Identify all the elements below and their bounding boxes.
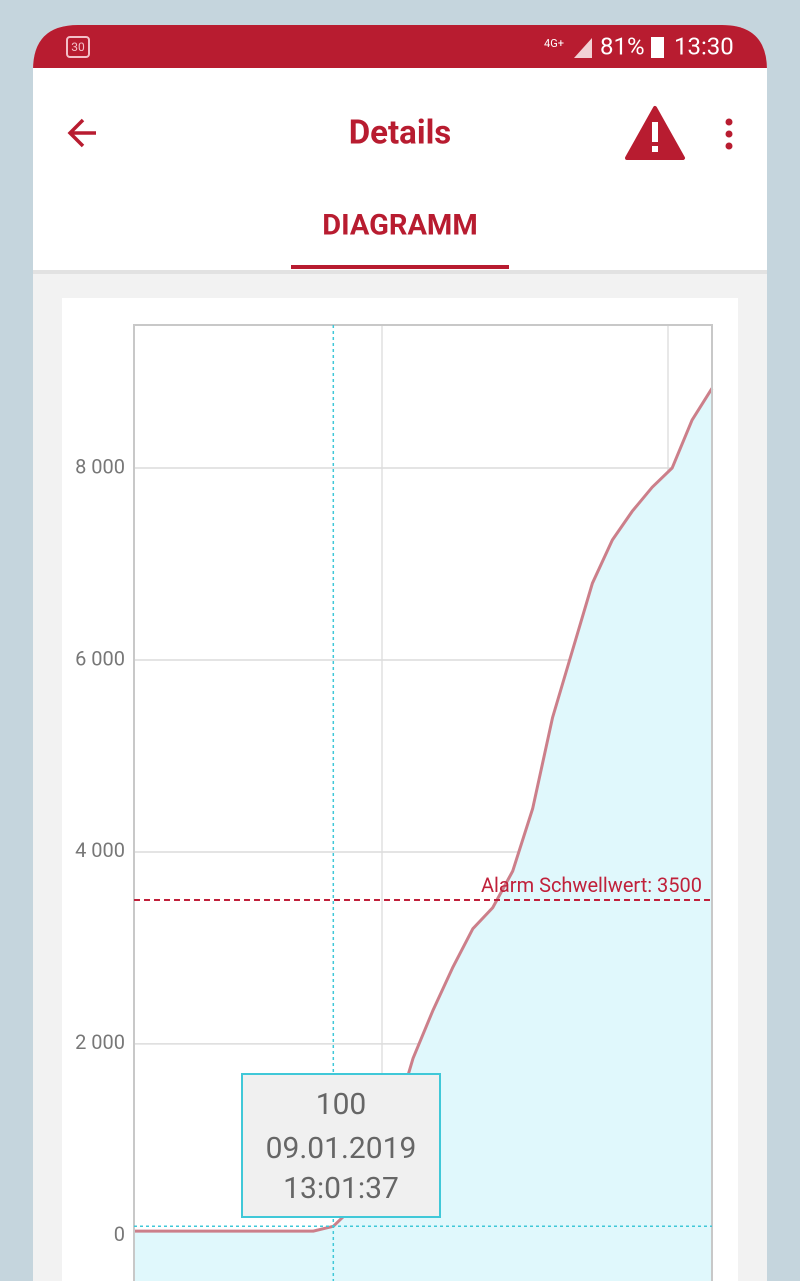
alarm-icon-mark — [652, 122, 658, 142]
signal-icon — [574, 38, 592, 58]
clock: 13:30 — [674, 32, 734, 60]
status-bar — [33, 25, 767, 70]
network-label: 4G+ — [544, 37, 564, 50]
threshold-label: Alarm Schwellwert: 3500 — [481, 873, 702, 897]
app-bar-shadow — [33, 270, 767, 274]
back-button[interactable] — [67, 118, 96, 148]
plot-border — [133, 324, 713, 1281]
y-tick-label: 2 000 — [75, 1030, 125, 1054]
tooltip-box — [241, 1073, 441, 1218]
battery-level: 81% — [600, 32, 645, 60]
y-tick-label: 0 — [114, 1222, 125, 1246]
tooltip-value: 100 — [316, 1087, 367, 1122]
tab-label[interactable]: DIAGRAMM — [322, 209, 477, 243]
tooltip-date: 09.01.2019 — [266, 1131, 417, 1166]
battery-icon — [651, 37, 664, 58]
alarm-icon-dot — [652, 146, 658, 152]
menu-button[interactable] — [725, 118, 733, 150]
tab-indicator — [291, 265, 509, 269]
calendar-day: 30 — [71, 40, 85, 54]
app-bar — [33, 68, 767, 270]
area — [134, 388, 712, 1281]
y-tick-label: 6 000 — [75, 646, 125, 670]
calendar-icon — [66, 36, 90, 58]
y-tick-label: 8 000 — [75, 454, 125, 478]
y-tick-label: 4 000 — [75, 838, 125, 862]
app-title: Details — [349, 114, 452, 153]
line — [134, 387, 714, 1233]
tooltip-time: 13:01:37 — [283, 1171, 399, 1206]
